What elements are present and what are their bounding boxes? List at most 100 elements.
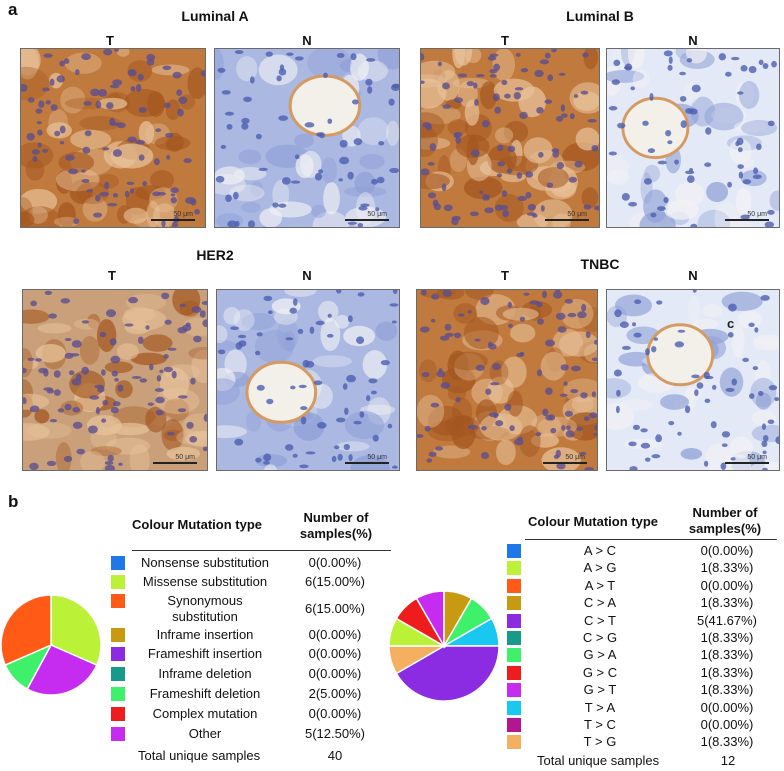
tnbc-tumor-label: T [501, 268, 509, 283]
left-table-header-count-line2: samples(%) [299, 526, 373, 541]
tnbc-tumor-image: 50 μm [416, 289, 598, 471]
right-table-row-label: C > T [584, 612, 616, 628]
luminal-b-title: Luminal B [566, 8, 634, 24]
right-table-row-value: 1(8.33%) [700, 647, 754, 663]
row-label-line: Frameshift deletion [149, 686, 261, 701]
micrograph-texture [215, 49, 399, 227]
pie-slice [0, 594, 52, 667]
row-label-line: Inframe deletion [158, 666, 252, 681]
her2-title: HER2 [196, 247, 234, 263]
pie-slice [443, 590, 473, 649]
row-label-line: Nonsense substitution [141, 555, 269, 570]
luminal-a-tumor-label: T [106, 33, 114, 48]
tnbc-normal-marker: c [727, 316, 735, 331]
panel-b-letter: b [8, 492, 19, 511]
right-table-header-count-line1: Number of [692, 505, 758, 520]
row-label-line: Complex mutation [152, 706, 258, 721]
scale-bar-label: 50 μm [367, 211, 387, 218]
scale-bar-label: 50 μm [367, 454, 387, 461]
luminal-b-tumor-image: 50 μm [420, 48, 600, 228]
left-table-total-label: Total unique samples [138, 748, 261, 763]
right-legend-swatch [507, 596, 521, 611]
mutation-type-pie-chart [0, 594, 102, 696]
right-table-row-label: G > T [583, 682, 617, 698]
scale-bar [345, 219, 389, 221]
left-table-row-label: Frameshift deletion [125, 686, 285, 702]
scale-bar-label: 50 μm [747, 454, 767, 461]
right-table-row-value: 0(0.00%) [700, 699, 754, 715]
scale-bar [725, 462, 769, 464]
right-legend-swatch [507, 665, 521, 680]
right-legend-swatch [507, 735, 521, 750]
right-table-header-count: Number of samples(%) [685, 505, 765, 537]
left-table-row-value: 0(0.00%) [308, 706, 362, 721]
luminal-a-normal-label: N [302, 33, 312, 48]
right-table-row-value: 1(8.33%) [700, 630, 754, 645]
left-legend-swatch [111, 687, 125, 701]
right-table-row-value: 0(0.00%) [700, 577, 754, 593]
row-label-line: Other [188, 726, 222, 741]
right-legend-swatch [507, 718, 521, 732]
scale-bar-label: 50 μm [173, 211, 193, 218]
right-table-row-label: T > A [584, 699, 616, 715]
left-table-row-label: Inframe deletion [125, 666, 285, 682]
right-legend-swatch [507, 613, 521, 628]
left-table-row-value: 5(12.50%) [305, 726, 365, 741]
row-label-line: Frameshift insertion [147, 646, 263, 661]
right-table-row-value: 0(0.00%) [700, 543, 754, 558]
micrograph-texture [21, 49, 205, 227]
left-legend-swatch [111, 667, 125, 681]
right-table-row-label: A > G [583, 560, 617, 576]
right-table-rule [525, 539, 777, 540]
right-table-row-value: 5(41.67%) [697, 612, 757, 628]
luminal-a-title: Luminal A [181, 8, 249, 24]
scale-bar [345, 462, 389, 464]
right-table-row-value: 1(8.33%) [700, 682, 754, 698]
left-table-header-type: Colour Mutation type [132, 517, 262, 532]
pie-slice [50, 594, 102, 667]
luminal-b-normal-image: 50 μm [606, 48, 780, 228]
right-table-row-label: G > C [582, 664, 618, 680]
her2-normal-image: 50 μm [216, 289, 400, 471]
scale-bar-label: 50 μm [565, 454, 585, 461]
right-legend-swatch [507, 648, 521, 663]
right-legend-swatch [507, 700, 521, 715]
micrograph-texture [217, 290, 399, 470]
left-table-row-label: Other [125, 726, 285, 742]
right-table-header-type: Colour Mutation type [528, 514, 658, 529]
left-table-row-label: Nonsense substitution [125, 555, 285, 571]
row-label-line: Synonymous [167, 593, 243, 608]
her2-tumor-image: 50 μm [22, 289, 208, 471]
right-legend-swatch [507, 544, 521, 558]
left-table-header-count-line1: Number of [303, 510, 369, 525]
right-table-row-label: G > A [583, 647, 617, 663]
substitution-pie-chart [388, 590, 500, 702]
right-legend-swatch [507, 683, 521, 698]
left-legend-swatch [111, 628, 125, 642]
right-table-row-label: C > A [583, 595, 617, 611]
micrograph-texture [417, 290, 597, 470]
luminal-b-normal-label: N [688, 33, 698, 48]
right-table-row-value: 1(8.33%) [700, 664, 754, 680]
left-table-row-value: 0(0.00%) [308, 666, 362, 681]
right-table-row-value: 0(0.00%) [700, 717, 754, 732]
luminal-a-normal-image: 50 μm [214, 48, 400, 228]
her2-normal-label: N [302, 268, 312, 283]
row-label-line: Missense substitution [142, 574, 268, 589]
row-label-line: substitution [172, 609, 238, 624]
left-table-row-label: Frameshift insertion [125, 646, 285, 662]
left-table-row-label: Synonymous substitution [125, 593, 285, 625]
left-table-row-value: 0(0.00%) [308, 555, 362, 570]
left-table-row-label: Complex mutation [125, 706, 285, 722]
left-legend-swatch [111, 727, 125, 741]
left-table-row-value: 6(15.00%) [305, 601, 365, 616]
left-table-header-count: Number of samples(%) [296, 510, 376, 542]
right-table-total-value: 12 [720, 753, 736, 768]
tnbc-normal-image: c 50 μm [606, 289, 780, 471]
left-table-rule [132, 550, 391, 551]
micrograph-texture [607, 49, 779, 227]
left-table-row-label: Missense substitution [125, 574, 285, 590]
right-table-row-label: A > T [584, 577, 616, 593]
right-legend-swatch [507, 561, 521, 576]
scale-bar [151, 219, 195, 221]
